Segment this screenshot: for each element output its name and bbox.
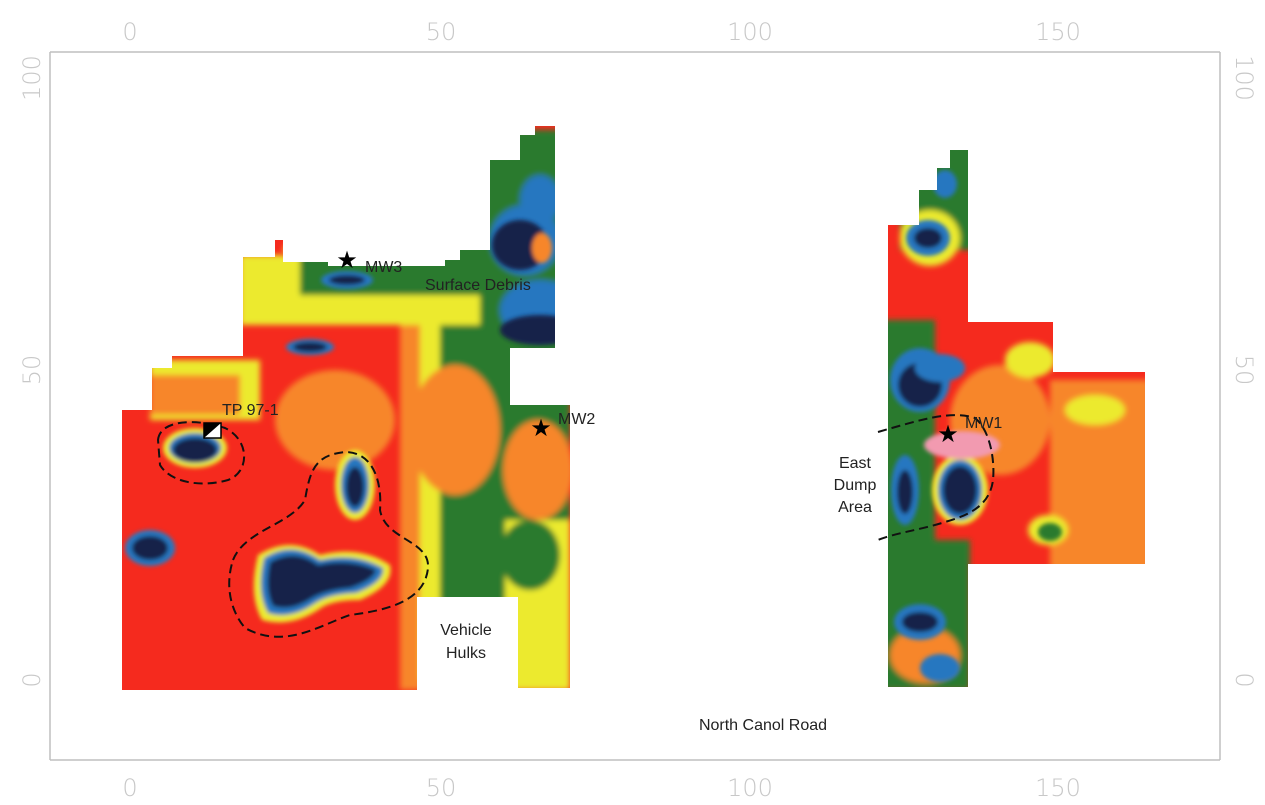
label-east: East: [839, 455, 872, 472]
label-surface-debris: Surface Debris: [425, 277, 531, 294]
label-vehicle: Vehicle: [440, 622, 492, 639]
label-north-canol-road: North Canol Road: [699, 717, 827, 734]
y-tick-right: 0: [1230, 672, 1258, 687]
x-tick-top: 150: [1035, 18, 1081, 46]
label-hulks: Hulks: [446, 645, 486, 662]
tp97-anomaly-outline: [156, 421, 246, 485]
label-area: Area: [838, 499, 872, 516]
y-tick-left: 0: [18, 672, 46, 687]
x-tick-top: 100: [727, 18, 773, 46]
tp97-marker-icon: [203, 422, 222, 439]
x-tick-bottom: 0: [122, 774, 137, 802]
y-tick-right: 100: [1230, 55, 1258, 101]
star-icon: ★: [530, 415, 552, 442]
label-mw1: MW1: [965, 415, 1002, 432]
y-tick-right: 50: [1230, 355, 1258, 386]
star-icon: ★: [336, 247, 358, 274]
x-tick-bottom: 150: [1035, 774, 1081, 802]
east-dump-area-outline: [877, 414, 995, 541]
y-tick-left: 100: [18, 55, 46, 101]
vehicle-hulks-anomaly-outline: [228, 450, 430, 638]
label-tp97: TP 97-1: [222, 402, 279, 419]
x-tick-top: 50: [426, 18, 457, 46]
y-tick-left: 50: [18, 355, 46, 386]
x-tick-bottom: 100: [727, 774, 773, 802]
x-tick-bottom: 50: [426, 774, 457, 802]
star-icon: ★: [937, 421, 959, 448]
west-survey-block: [122, 126, 570, 690]
label-dump: Dump: [834, 477, 877, 494]
label-mw2: MW2: [558, 411, 595, 428]
axes-frame: [49, 51, 1221, 761]
label-mw3: MW3: [365, 259, 402, 276]
x-tick-top: 0: [122, 18, 137, 46]
